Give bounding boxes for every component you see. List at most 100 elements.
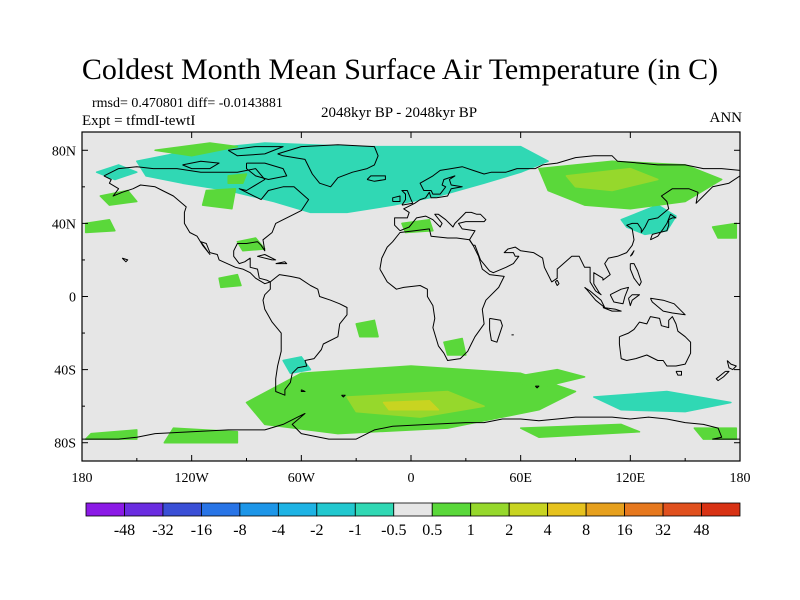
coastline [401,190,414,206]
coastlines [82,144,740,440]
coastline [394,155,740,232]
coastline [82,413,740,440]
x-tick-label: 180 [730,471,751,486]
colorbar-label: 48 [694,522,710,539]
coastline [399,175,740,296]
colorbar-label: 2 [505,522,513,539]
anomaly-patch [501,368,586,389]
coastline [618,316,692,367]
coastline [534,385,540,389]
anomaly-patch [154,142,239,157]
colorbar-box [508,502,549,517]
anomaly-patch [99,189,138,206]
coastline [227,146,284,157]
anomaly-patch [593,390,732,413]
coastline [489,317,503,343]
coastline [675,370,682,376]
x-tick-label: 0 [408,471,415,486]
colorbar-box [277,502,318,517]
colorbar-label: 4 [544,522,552,539]
coastline [103,166,310,285]
coastline [629,250,635,257]
x-tick-label: 120E [616,471,646,486]
colorbar-label: 16 [617,522,633,539]
anomaly-patch [84,429,138,440]
anomaly-patch [355,319,379,338]
anomaly-patch [227,173,248,184]
x-tick-label: 60E [509,471,532,486]
colorbar-label: -32 [152,522,173,539]
coastline [277,144,379,188]
coastline [609,286,629,305]
coastline [649,213,677,241]
colorbar-box [316,502,356,517]
anomaly-patch [443,337,467,356]
colorbar-box [124,502,164,517]
coastline [629,263,642,286]
colorbar-box [701,502,741,517]
colorbar: -48 -32 -16 -8 -4 -2 -1 -0.5 0.5 1 2 4 8 16 32 48 [85,502,741,539]
colorbar-label: -16 [191,522,212,539]
coastline [379,228,505,361]
anomaly-fields [84,142,738,444]
y-tick-label: 40N [52,217,76,232]
coastline [275,261,288,265]
y-tick-label: 80N [52,144,76,159]
y-tick-label: 80S [54,437,76,452]
colorbar-label: -4 [272,522,285,539]
colorbar-box [585,502,625,517]
longitude-axis: 180 120W 60W 0 60E 120E 180 [72,132,751,486]
colorbar-box [470,502,510,517]
anomaly-patch [711,222,738,239]
x-tick-label: 60W [288,471,316,486]
coastline [182,160,220,170]
colorbar-label: 32 [655,522,671,539]
colorbar-label: 8 [582,522,590,539]
map-title: Coldest Month Mean Surface Air Temperatu… [81,53,719,86]
coastline [554,279,560,286]
y-tick-label: 0 [69,291,76,306]
coastline [257,254,277,261]
coastline [602,307,622,312]
season-label: ANN [709,110,743,126]
colorbar-box [547,502,587,517]
anomaly-patch [565,167,659,192]
anomaly-patch [218,273,242,289]
coastline [628,294,640,307]
anomaly-patch [201,187,237,210]
experiment-label: Expt = tfmdI-tewtI [82,113,196,129]
coastline [300,389,306,392]
colorbar-label: -0.5 [381,522,406,539]
colorbar-label: -1 [349,522,362,539]
coastline [246,162,288,180]
coastline [392,195,401,202]
coastline [121,257,129,263]
y-tick-label: 40S [54,364,76,379]
coastline [726,360,737,371]
colorbar-box [162,502,202,517]
coastline [649,297,686,316]
colorbar-box [354,502,395,517]
x-tick-label: 180 [72,471,93,486]
colorbar-label: 1 [467,522,475,539]
colorbar-box [239,502,279,517]
rmsd-diff-stats: rmsd= 0.470801 diff= -0.0143881 [92,96,283,111]
anomaly-patch [282,356,312,375]
colorbar-box [431,502,472,517]
anomaly-patch [382,399,440,411]
colorbar-box [393,502,433,517]
period-label: 2048kyr BP - 2048kyr BP [321,105,478,121]
coastline [366,175,386,182]
colorbar-box [201,502,241,517]
anomaly-patch [95,164,138,181]
colorbar-label: 0.5 [422,522,442,539]
colorbar-label: -48 [114,522,135,539]
anomaly-patch [519,423,641,438]
colorbar-box [662,502,702,517]
colorbar-box [624,502,664,517]
coastline [341,394,346,398]
colorbar-label: -2 [310,522,323,539]
latitude-axis: 80N 40N 0 40S 80S [52,144,740,452]
colorbar-box [85,502,125,517]
